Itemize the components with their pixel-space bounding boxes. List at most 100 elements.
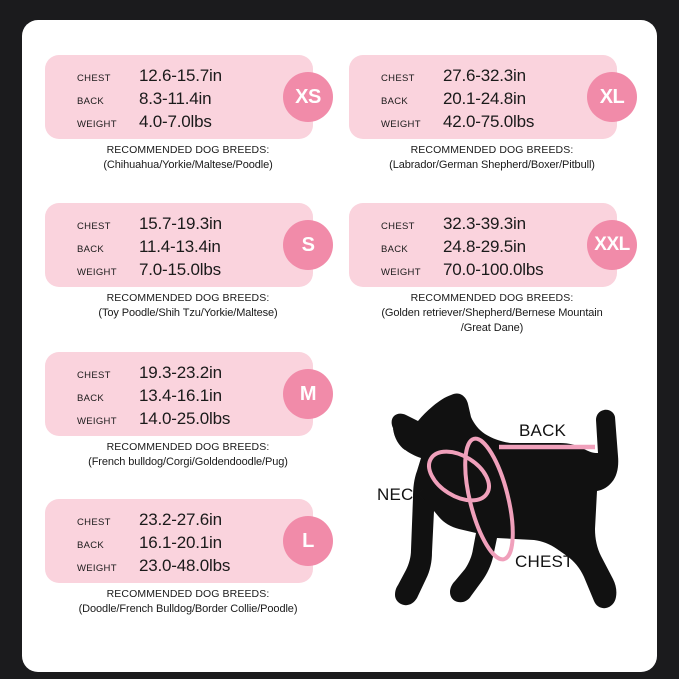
chest-measure-loop (463, 436, 515, 562)
row-value-chest: 23.2-27.6in (139, 510, 222, 529)
row-value-weight: 70.0-100.0lbs (443, 260, 544, 279)
breeds-section: RECOMMENDED DOG BREEDS: (Labrador/German… (343, 143, 641, 173)
measurement-row-back: BACK 24.8-29.5in (381, 235, 607, 258)
breeds-title: RECOMMENDED DOG BREEDS: (106, 292, 270, 304)
row-value-chest: 32.3-39.3in (443, 214, 526, 233)
row-value-back: 13.4-16.1in (139, 386, 222, 405)
dog-silhouette (391, 393, 619, 609)
breeds-section: RECOMMENDED DOG BREEDS: (French bulldog/… (39, 440, 337, 470)
measurement-row-back: BACK 8.3-11.4in (77, 87, 303, 110)
row-value-weight: 42.0-75.0lbs (443, 112, 535, 131)
row-label-chest: CHEST (77, 370, 111, 381)
row-label-back: BACK (77, 393, 105, 404)
breeds-section: RECOMMENDED DOG BREEDS: (Toy Poodle/Shih… (39, 291, 337, 321)
measurement-panel: CHEST 12.6-15.7in BACK 8.3-11.4in WEIGHT… (45, 55, 313, 139)
row-label-weight: WEIGHT (77, 563, 117, 574)
row-label-chest: CHEST (77, 517, 111, 528)
row-label-back: BACK (77, 96, 105, 107)
row-label-back: BACK (381, 96, 409, 107)
breeds-title: RECOMMENDED DOG BREEDS: (106, 144, 270, 156)
back-label: BACK (519, 421, 567, 440)
row-value-back: 20.1-24.8in (443, 89, 526, 108)
row-label-chest: CHEST (77, 221, 111, 232)
row-value-back: 24.8-29.5in (443, 237, 526, 256)
row-value-chest: 27.6-32.3in (443, 66, 526, 85)
row-label-chest: CHEST (381, 221, 415, 232)
row-value-weight: 14.0-25.0lbs (139, 409, 231, 428)
measurement-row-weight: WEIGHT 70.0-100.0lbs (381, 258, 607, 281)
breeds-list-line1: (Golden retriever/Shepherd/Bernese Mount… (381, 307, 603, 319)
row-label-back: BACK (77, 244, 105, 255)
breeds-title: RECOMMENDED DOG BREEDS: (106, 441, 270, 453)
neck-label: NECK (377, 485, 425, 504)
breeds-section: RECOMMENDED DOG BREEDS: (Chihuahua/Yorki… (39, 143, 337, 173)
breeds-section: RECOMMENDED DOG BREEDS: (Golden retrieve… (343, 291, 641, 336)
row-value-weight: 23.0-48.0lbs (139, 556, 231, 575)
measurement-rows: CHEST 23.2-27.6in BACK 16.1-20.1in WEIGH… (77, 508, 303, 577)
row-value-back: 11.4-13.4in (139, 237, 221, 256)
measurement-row-back: BACK 13.4-16.1in (77, 384, 303, 407)
breeds-list-line1: (Labrador/German Shepherd/Boxer/Pitbull) (389, 159, 595, 171)
measurement-row-chest: CHEST 19.3-23.2in (77, 361, 303, 384)
row-value-chest: 15.7-19.3in (139, 214, 222, 233)
breeds-section: RECOMMENDED DOG BREEDS: (Doodle/French B… (39, 587, 337, 617)
measurement-rows: CHEST 19.3-23.2in BACK 13.4-16.1in WEIGH… (77, 361, 303, 430)
breeds-list-line1: (Toy Poodle/Shih Tzu/Yorkie/Maltese) (98, 307, 278, 319)
row-label-weight: WEIGHT (77, 416, 117, 427)
measurement-panel: CHEST 27.6-32.3in BACK 20.1-24.8in WEIGH… (349, 55, 617, 139)
neck-measure-loop (427, 449, 491, 503)
measurement-row-weight: WEIGHT 4.0-7.0lbs (77, 110, 303, 133)
measurement-panel: CHEST 23.2-27.6in BACK 16.1-20.1in WEIGH… (45, 499, 313, 583)
row-label-back: BACK (381, 244, 409, 255)
measurement-panel: CHEST 15.7-19.3in BACK 11.4-13.4in WEIGH… (45, 203, 313, 287)
measurement-row-back: BACK 20.1-24.8in (381, 87, 607, 110)
size-badge-l: L (283, 516, 333, 566)
measurement-panel: CHEST 19.3-23.2in BACK 13.4-16.1in WEIGH… (45, 352, 313, 436)
row-label-chest: CHEST (77, 73, 111, 84)
measurement-row-chest: CHEST 27.6-32.3in (381, 64, 607, 87)
measurement-row-back: BACK 16.1-20.1in (77, 531, 303, 554)
row-value-weight: 4.0-7.0lbs (139, 112, 212, 131)
breeds-list-line2: /Great Dane) (460, 322, 524, 334)
measurement-row-weight: WEIGHT 7.0-15.0lbs (77, 258, 303, 281)
measurement-row-weight: WEIGHT 14.0-25.0lbs (77, 407, 303, 430)
measurement-row-chest: CHEST 15.7-19.3in (77, 212, 303, 235)
dog-measurement-diagram: BACK NECK CHEST (347, 372, 647, 640)
breeds-title: RECOMMENDED DOG BREEDS: (410, 144, 574, 156)
measurement-row-weight: WEIGHT 23.0-48.0lbs (77, 554, 303, 577)
measurement-rows: CHEST 32.3-39.3in BACK 24.8-29.5in WEIGH… (381, 212, 607, 281)
measurement-rows: CHEST 27.6-32.3in BACK 20.1-24.8in WEIGH… (381, 64, 607, 133)
row-value-weight: 7.0-15.0lbs (139, 260, 221, 279)
size-chart-card: CHEST 12.6-15.7in BACK 8.3-11.4in WEIGHT… (22, 20, 657, 672)
measurement-row-back: BACK 11.4-13.4in (77, 235, 303, 258)
row-value-chest: 19.3-23.2in (139, 363, 222, 382)
breeds-title: RECOMMENDED DOG BREEDS: (106, 588, 270, 600)
measurement-rows: CHEST 15.7-19.3in BACK 11.4-13.4in WEIGH… (77, 212, 303, 281)
size-badge-m: M (283, 369, 333, 419)
row-label-weight: WEIGHT (381, 119, 421, 130)
size-badge-xl: XL (587, 72, 637, 122)
row-label-weight: WEIGHT (381, 267, 421, 278)
row-label-back: BACK (77, 540, 105, 551)
measurement-rows: CHEST 12.6-15.7in BACK 8.3-11.4in WEIGHT… (77, 64, 303, 133)
dog-muzzle-accent (393, 428, 409, 450)
chest-label: CHEST (515, 552, 574, 571)
breeds-list-line1: (French bulldog/Corgi/Goldendoodle/Pug) (88, 456, 288, 468)
row-value-back: 8.3-11.4in (139, 89, 212, 108)
measurement-row-weight: WEIGHT 42.0-75.0lbs (381, 110, 607, 133)
breeds-list-line1: (Doodle/French Bulldog/Border Collie/Poo… (78, 603, 298, 615)
size-badge-s: S (283, 220, 333, 270)
measurement-row-chest: CHEST 32.3-39.3in (381, 212, 607, 235)
size-badge-xs: XS (283, 72, 333, 122)
row-value-chest: 12.6-15.7in (139, 66, 222, 85)
measurement-panel: CHEST 32.3-39.3in BACK 24.8-29.5in WEIGH… (349, 203, 617, 287)
row-value-back: 16.1-20.1in (139, 533, 222, 552)
breeds-title: RECOMMENDED DOG BREEDS: (410, 292, 574, 304)
row-label-chest: CHEST (381, 73, 415, 84)
measurement-row-chest: CHEST 12.6-15.7in (77, 64, 303, 87)
row-label-weight: WEIGHT (77, 119, 117, 130)
row-label-weight: WEIGHT (77, 267, 117, 278)
measurement-row-chest: CHEST 23.2-27.6in (77, 508, 303, 531)
size-badge-xxl: XXL (587, 220, 637, 270)
